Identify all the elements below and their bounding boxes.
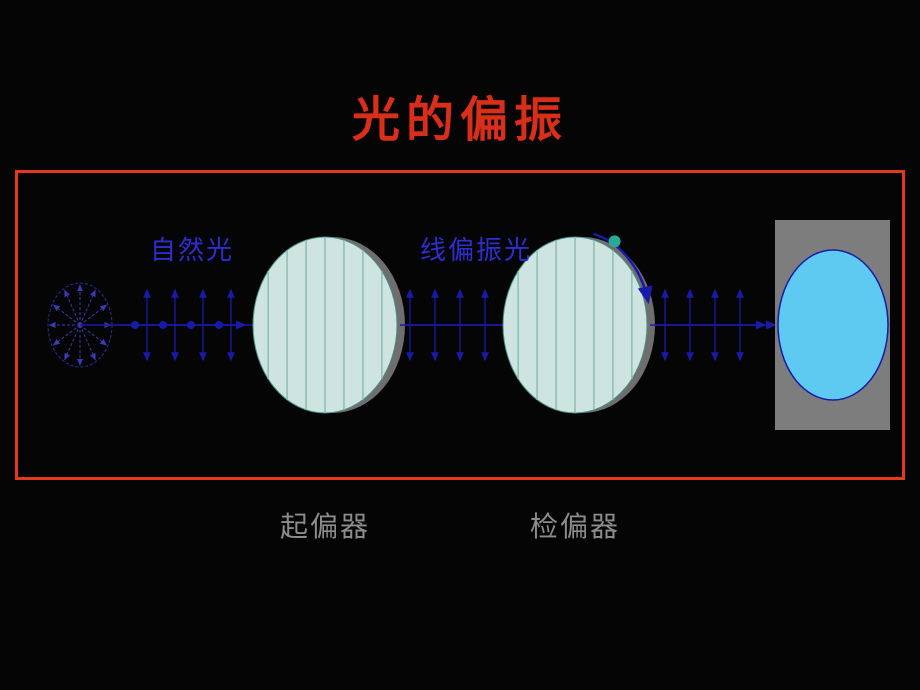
- polarizer-disc: [253, 237, 405, 413]
- polarized-segment-2: [650, 290, 765, 360]
- polarized-segment-1: [400, 290, 505, 360]
- linear-polarized-label: 线偏振光: [420, 230, 532, 267]
- projection-screen: [775, 220, 890, 430]
- polarizer-label: 起偏器: [280, 505, 370, 545]
- natural-light-segment: [115, 290, 245, 360]
- natural-light-label: 自然光: [150, 230, 234, 267]
- analyzer-label: 检偏器: [530, 505, 620, 545]
- polarization-diagram: [15, 170, 905, 480]
- page-title: 光的偏振: [352, 80, 568, 150]
